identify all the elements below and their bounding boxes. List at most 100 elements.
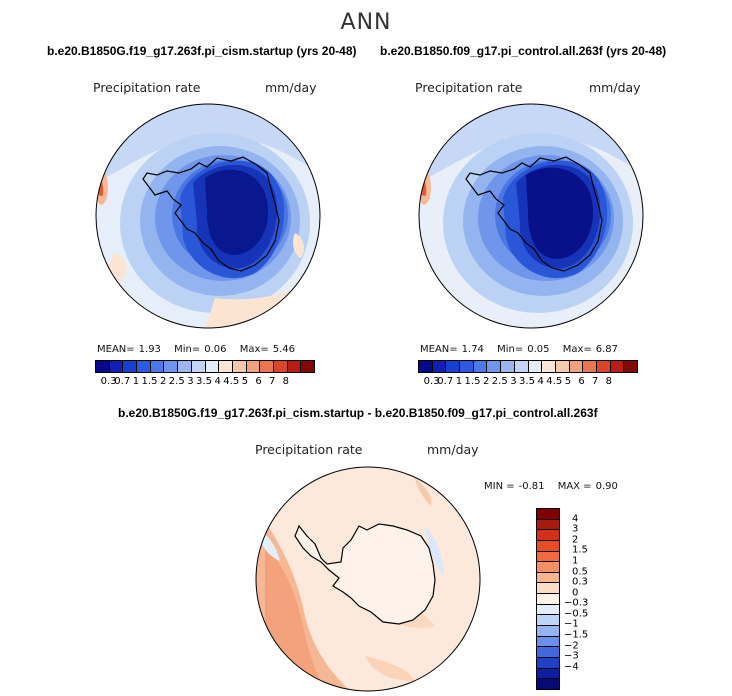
colorbar-swatch bbox=[287, 361, 302, 372]
colorbar-swatch bbox=[542, 361, 556, 372]
colorbar-swatch bbox=[537, 636, 559, 648]
colorbar-swatch bbox=[624, 361, 637, 372]
colorbar-swatch bbox=[537, 594, 559, 605]
polar-map-right bbox=[418, 103, 644, 329]
colorbar-swatch bbox=[514, 361, 529, 372]
colorbar-tick-label: 3 bbox=[572, 523, 579, 535]
polar-map-diff bbox=[255, 466, 481, 692]
colorbar-tick-label: 4 bbox=[214, 376, 221, 387]
colorbar-swatch bbox=[583, 361, 597, 372]
colorbar-swatch bbox=[537, 572, 559, 584]
units-label-diff: mm/day bbox=[427, 442, 479, 457]
colorbar-swatch bbox=[537, 604, 559, 616]
colorbar-tick-label: 4.5 bbox=[546, 376, 563, 387]
colorbar-tick-label: 7 bbox=[268, 376, 276, 387]
colorbar-tick-label: −0.5 bbox=[564, 608, 589, 620]
stats-left: MEAN= 1.93 Min= 0.06 Max= 5.46 bbox=[97, 344, 296, 355]
colorbar-tick-label: 0.3 bbox=[100, 376, 117, 387]
colorbar-tick-label: 4 bbox=[537, 376, 544, 387]
colorbar-tick-label: −1 bbox=[564, 618, 579, 630]
colorbar-tick-label: 0.7 bbox=[437, 376, 454, 387]
colorbar-swatch bbox=[555, 361, 570, 372]
colorbar-tick-label: −4 bbox=[564, 661, 579, 673]
colorbar-diff-ticks: 4 3 2 1.5 1 0.5 0.3 0 −0.3 −0.5 −1 −1.5 −2 −3 −4 bbox=[564, 508, 604, 688]
colorbar-swatch bbox=[537, 583, 559, 595]
units-label-right: mm/day bbox=[589, 80, 641, 95]
colorbar-tick-label: 3.5 bbox=[196, 376, 212, 387]
colorbar-swatch bbox=[109, 361, 124, 372]
colorbar-swatch bbox=[537, 540, 559, 552]
colorbar-swatch bbox=[191, 361, 206, 372]
colorbar-swatch bbox=[537, 519, 559, 531]
stats-right: MEAN= 1.74 Min= 0.05 Max= 6.87 bbox=[420, 344, 619, 355]
colorbar-left bbox=[95, 360, 315, 373]
colorbar-swatch bbox=[537, 626, 559, 637]
colorbar-swatch bbox=[123, 361, 138, 372]
variable-label-diff: Precipitation rate bbox=[255, 442, 363, 457]
colorbar-tick-label: 8 bbox=[605, 376, 612, 387]
colorbar-swatch bbox=[537, 679, 559, 689]
colorbar-tick-label: 1 bbox=[572, 555, 579, 567]
colorbar-swatch bbox=[537, 668, 559, 680]
colorbar-tick-label: 0.3 bbox=[572, 576, 588, 588]
colorbar-swatch bbox=[537, 615, 559, 627]
colorbar-swatch bbox=[260, 361, 274, 372]
case-title-left: b.e20.B1850G.f19_g17.263f.pi_cism.startu… bbox=[47, 44, 357, 58]
colorbar-diff bbox=[536, 508, 560, 690]
colorbar-tick-label: −0.3 bbox=[564, 597, 589, 609]
colorbar-tick-label: 1 bbox=[455, 376, 463, 387]
colorbar-swatch bbox=[432, 361, 447, 372]
colorbar-tick-label: 5 bbox=[564, 376, 572, 387]
case-title-diff: b.e20.B1850G.f19_g17.263f.pi_cism.startu… bbox=[118, 406, 598, 420]
colorbar-tick-label: 1.5 bbox=[572, 544, 588, 556]
colorbar-swatch bbox=[273, 361, 288, 372]
colorbar-tick-label: 2 bbox=[159, 376, 167, 387]
colorbar-tick-label: 4.5 bbox=[223, 376, 240, 387]
main-title: ANN bbox=[340, 10, 392, 35]
colorbar-swatch bbox=[137, 361, 151, 372]
colorbar-swatch bbox=[596, 361, 611, 372]
case-title-right: b.e20.B1850.f09_g17.pi_control.all.263f … bbox=[380, 44, 667, 58]
colorbar-tick-label: −1.5 bbox=[564, 629, 589, 641]
colorbar-tick-label: 2.5 bbox=[168, 376, 185, 387]
colorbar-swatch bbox=[164, 361, 179, 372]
colorbar-tick-label: 3 bbox=[510, 376, 517, 387]
colorbar-tick-label: 6 bbox=[255, 376, 262, 387]
colorbar-tick-label: 2.5 bbox=[491, 376, 508, 387]
colorbar-tick-label: 1 bbox=[132, 376, 140, 387]
colorbar-tick-label: 2 bbox=[482, 376, 490, 387]
colorbar-swatch bbox=[460, 361, 474, 372]
colorbar-tick-label: 8 bbox=[282, 376, 289, 387]
colorbar-tick-label: 1.5 bbox=[141, 376, 158, 387]
colorbar-swatch bbox=[246, 361, 261, 372]
colorbar-tick-label: 3.5 bbox=[519, 376, 535, 387]
colorbar-swatch bbox=[96, 361, 110, 372]
colorbar-tick-label: 1.5 bbox=[464, 376, 481, 387]
colorbar-swatch bbox=[569, 361, 584, 372]
colorbar-swatch bbox=[528, 361, 543, 372]
colorbar-tick-label: 2 bbox=[572, 534, 579, 546]
colorbar-swatch bbox=[473, 361, 488, 372]
colorbar-swatch bbox=[446, 361, 461, 372]
colorbar-left-ticks: 0.3 0.7 1 1.5 2 2.5 3 3.5 4 4.5 5 6 7 8 bbox=[95, 376, 313, 388]
colorbar-swatch bbox=[178, 361, 192, 372]
units-label-left: mm/day bbox=[265, 80, 317, 95]
colorbar-swatch bbox=[419, 361, 433, 372]
colorbar-tick-label: 6 bbox=[578, 376, 585, 387]
polar-map-left bbox=[95, 103, 321, 329]
colorbar-swatch bbox=[537, 647, 559, 658]
colorbar-tick-label: 0.3 bbox=[423, 376, 440, 387]
colorbar-swatch bbox=[501, 361, 515, 372]
colorbar-tick-label: 0.5 bbox=[572, 566, 588, 578]
colorbar-tick-label: 5 bbox=[241, 376, 249, 387]
colorbar-swatch bbox=[219, 361, 233, 372]
colorbar-swatch bbox=[537, 509, 559, 520]
colorbar-tick-label: 0.7 bbox=[114, 376, 131, 387]
colorbar-swatch bbox=[537, 551, 559, 563]
colorbar-swatch bbox=[301, 361, 314, 372]
colorbar-tick-label: −3 bbox=[564, 650, 579, 662]
colorbar-swatch bbox=[150, 361, 165, 372]
colorbar-tick-label: 3 bbox=[187, 376, 194, 387]
colorbar-tick-label: −2 bbox=[564, 640, 579, 652]
variable-label-right: Precipitation rate bbox=[415, 80, 523, 95]
